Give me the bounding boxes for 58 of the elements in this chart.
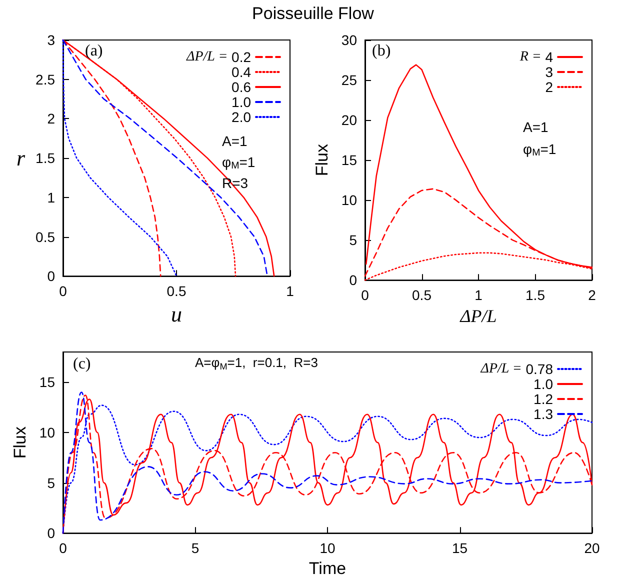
y-axis-title: r	[16, 146, 26, 171]
legend-label: 1.3	[534, 406, 554, 422]
y-tick-label: 1.5	[36, 150, 56, 166]
y-tick-label: 0	[349, 272, 358, 288]
x-tick-label: 15	[452, 540, 468, 556]
x-tick-label: 2	[588, 287, 596, 304]
legend-label: 1.2	[534, 391, 554, 407]
y-tick-label: 15	[39, 374, 56, 390]
annotation: (c)	[73, 356, 91, 372]
x-tick-label: 0	[59, 540, 68, 556]
y-tick-label: 15	[341, 152, 358, 168]
y-tick-label: 25	[341, 72, 358, 88]
x-tick-label: 0	[361, 287, 370, 304]
legend-label: 4	[541, 49, 554, 65]
y-tick-label: 10	[39, 424, 56, 440]
y-tick-label: 1	[47, 189, 56, 206]
y-tick-label: 2.5	[36, 71, 56, 88]
y-axis-title: Flux	[10, 426, 30, 459]
y-tick-label: 2	[47, 110, 56, 127]
y-tick-label: 0	[47, 525, 56, 542]
x-tick-label: 5	[191, 540, 200, 556]
x-tick-label: 10	[320, 540, 336, 556]
legend-label: 0.78	[522, 361, 554, 377]
annotation: A=1	[222, 133, 248, 149]
y-tick-label: 0.5	[36, 228, 56, 245]
x-tick-label: 0.5	[412, 287, 432, 304]
y-axis-title: Flux	[312, 143, 332, 176]
legend-label: 0.6	[232, 79, 252, 95]
chart-title: Poisseuille Flow	[251, 4, 375, 24]
y-tick-label: 3	[47, 32, 56, 48]
x-tick-label: 0	[59, 283, 68, 300]
x-tick-label: 20	[584, 540, 600, 556]
x-tick-label: 1	[474, 287, 483, 304]
y-tick-label: 0	[47, 268, 56, 284]
legend-label: 3	[545, 64, 554, 80]
x-axis-title: u	[171, 302, 182, 326]
annotation: (a)	[85, 42, 103, 60]
y-tick-label: 5	[47, 474, 56, 491]
legend-label: 1.0	[534, 376, 554, 392]
legend-label: 1.0	[232, 94, 252, 110]
annotation: (b)	[372, 42, 391, 60]
x-tick-label: 1.5	[526, 287, 546, 304]
x-tick-label: 0.5	[166, 283, 186, 300]
y-tick-label: 30	[341, 32, 358, 48]
annotation: A=1	[523, 119, 549, 135]
legend-title: R =	[518, 50, 542, 64]
legend-label: 0.2	[228, 49, 252, 65]
legend-title: ΔP/L =	[480, 362, 522, 376]
y-tick-label: 5	[349, 232, 358, 248]
y-tick-label: 20	[341, 112, 358, 128]
legend-title: ΔP/L =	[186, 50, 228, 64]
legend-label: 2.0	[232, 109, 252, 125]
x-axis-title: Time	[308, 559, 346, 578]
y-tick-label: 10	[341, 192, 358, 208]
legend-label: 2	[545, 79, 554, 95]
x-tick-label: 1	[286, 283, 294, 300]
x-axis-title: ΔP/L	[459, 306, 497, 326]
legend-label: 0.4	[232, 64, 252, 80]
